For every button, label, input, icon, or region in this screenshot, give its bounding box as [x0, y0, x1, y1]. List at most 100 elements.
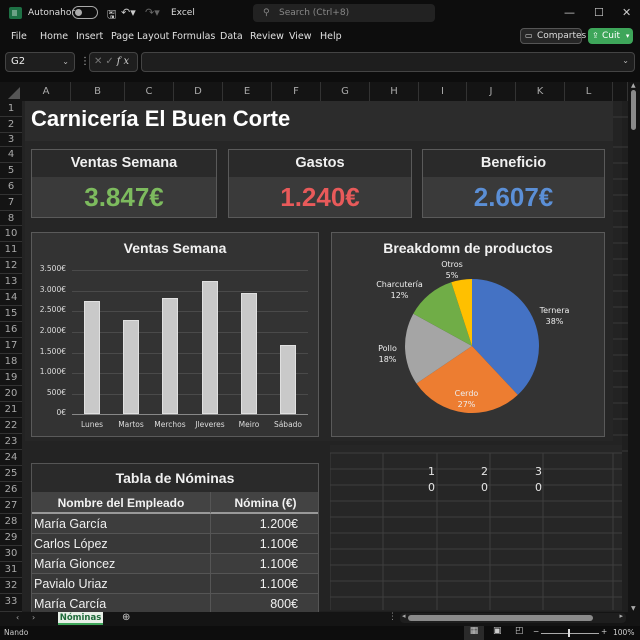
- row-header[interactable]: 33: [0, 594, 22, 612]
- row-header[interactable]: 12: [0, 258, 22, 274]
- row-header[interactable]: 31: [0, 562, 22, 578]
- column-header-a[interactable]: A: [22, 82, 71, 101]
- normal-view-icon[interactable]: ▦: [464, 626, 484, 640]
- row-header[interactable]: 8: [0, 211, 22, 226]
- scroll-down-icon[interactable]: ▼: [631, 605, 636, 612]
- column-header-l[interactable]: L: [565, 82, 613, 101]
- more-options-icon[interactable]: ⋮: [388, 612, 397, 622]
- undo-icon[interactable]: ↶▾: [121, 6, 136, 19]
- next-sheet-icon[interactable]: ›: [32, 613, 36, 622]
- cell-range-grid[interactable]: [330, 445, 622, 610]
- menu-formulas[interactable]: Formulas: [172, 31, 216, 42]
- menu-help[interactable]: Help: [320, 31, 342, 42]
- table-cell-name[interactable]: Pavialo Uriaz: [32, 574, 210, 594]
- zoom-out-button[interactable]: −: [533, 627, 540, 636]
- row-header[interactable]: 25: [0, 466, 22, 482]
- row-header[interactable]: 28: [0, 514, 22, 530]
- redo-icon[interactable]: ↷▾: [145, 6, 160, 19]
- sheet-tab-nominas[interactable]: Nóminas: [58, 612, 103, 625]
- zoom-slider[interactable]: [541, 633, 599, 634]
- row-header[interactable]: 26: [0, 482, 22, 498]
- row-header[interactable]: 20: [0, 386, 22, 402]
- row-header[interactable]: 17: [0, 338, 22, 354]
- share-button[interactable]: ⇪ Cuit ▾: [588, 28, 633, 44]
- menu-home[interactable]: Home: [40, 31, 69, 42]
- column-header-i[interactable]: I: [419, 82, 467, 101]
- column-header-j[interactable]: J: [467, 82, 516, 101]
- cell-i26[interactable]: 0: [428, 481, 435, 494]
- row-header[interactable]: 13: [0, 274, 22, 290]
- table-cell-salary[interactable]: 1.200€: [210, 514, 318, 534]
- table-cell-name[interactable]: Carlos López: [32, 534, 210, 554]
- column-header-m[interactable]: [613, 82, 628, 101]
- row-header[interactable]: 16: [0, 322, 22, 338]
- save-icon[interactable]: 🖫: [107, 8, 117, 21]
- row-header[interactable]: 14: [0, 290, 22, 306]
- page-break-view-icon[interactable]: ◰: [515, 626, 524, 636]
- column-header-h[interactable]: H: [370, 82, 419, 101]
- bar-meiro[interactable]: [241, 293, 257, 414]
- page-layout-view-icon[interactable]: ▣: [493, 626, 502, 636]
- row-header[interactable]: 1: [0, 101, 22, 117]
- row-header[interactable]: 18: [0, 354, 22, 370]
- row-header[interactable]: 6: [0, 179, 22, 195]
- column-header-b[interactable]: B: [71, 82, 125, 101]
- search-box[interactable]: ⚲ Search (Ctrl+8): [253, 4, 435, 22]
- bar-martos[interactable]: [123, 320, 139, 414]
- table-cell-salary[interactable]: 1.100€: [210, 534, 318, 554]
- menu-view[interactable]: View: [289, 31, 312, 42]
- autosave-toggle[interactable]: [72, 6, 98, 19]
- cell-i25[interactable]: 1: [428, 465, 435, 478]
- bar-merchos[interactable]: [162, 298, 178, 414]
- table-cell-name[interactable]: María García: [32, 514, 210, 534]
- name-box[interactable]: G2 ⌄: [5, 52, 75, 72]
- row-header[interactable]: 32: [0, 578, 22, 594]
- row-header[interactable]: 5: [0, 163, 22, 179]
- select-all-corner[interactable]: [0, 82, 22, 101]
- row-header[interactable]: 3: [0, 133, 22, 147]
- row-header[interactable]: 21: [0, 402, 22, 418]
- row-header[interactable]: 2: [0, 117, 22, 133]
- row-header[interactable]: 15: [0, 306, 22, 322]
- column-header-g[interactable]: G: [321, 82, 370, 101]
- bar-chart-weekly-sales[interactable]: Ventas Semana 3.500€ 3.000€ 2.500€ 2.000…: [31, 232, 319, 437]
- close-button[interactable]: ✕: [622, 6, 632, 19]
- vertical-scroll-thumb[interactable]: [631, 90, 636, 130]
- zoom-level[interactable]: 100%: [613, 628, 635, 637]
- comments-button[interactable]: ▭ Compartes: [520, 28, 586, 44]
- zoom-slider-thumb[interactable]: [568, 629, 570, 637]
- menu-file[interactable]: File: [11, 31, 27, 42]
- bar-lunes[interactable]: [84, 301, 100, 414]
- row-header[interactable]: 19: [0, 370, 22, 386]
- scroll-right-icon[interactable]: ▸: [619, 612, 623, 620]
- cell-j26[interactable]: 0: [481, 481, 488, 494]
- table-cell-salary[interactable]: 1.100€: [210, 554, 318, 574]
- cancel-icon[interactable]: ✕: [94, 56, 106, 67]
- row-header[interactable]: 24: [0, 450, 22, 466]
- row-header[interactable]: 11: [0, 242, 22, 258]
- row-header[interactable]: 30: [0, 546, 22, 562]
- column-header-d[interactable]: D: [174, 82, 223, 101]
- add-sheet-icon[interactable]: ⊕: [122, 612, 131, 623]
- horizontal-scroll-thumb[interactable]: [408, 615, 593, 621]
- row-header[interactable]: 7: [0, 195, 22, 211]
- insert-function-icon[interactable]: fx: [116, 56, 133, 67]
- bar-sabado[interactable]: [280, 345, 296, 414]
- zoom-in-button[interactable]: +: [601, 627, 608, 636]
- pie-chart-product-breakdown[interactable]: Breakdomn de productos Otros 5% Charcuter…: [331, 232, 605, 437]
- table-cell-name[interactable]: María Gioncez: [32, 554, 210, 574]
- scroll-up-icon[interactable]: ▲: [631, 82, 636, 89]
- column-header-k[interactable]: K: [516, 82, 565, 101]
- formula-input[interactable]: ⌄: [141, 52, 635, 72]
- bar-jleveres[interactable]: [202, 281, 218, 414]
- cell-k26[interactable]: 0: [535, 481, 542, 494]
- row-header[interactable]: 10: [0, 226, 22, 242]
- column-header-f[interactable]: F: [272, 82, 321, 101]
- vertical-scrollbar[interactable]: ▲ ▼: [628, 82, 640, 612]
- prev-sheet-icon[interactable]: ‹: [16, 613, 20, 622]
- menu-page-layout[interactable]: Page Layout: [111, 31, 170, 42]
- cell-j25[interactable]: 2: [481, 465, 488, 478]
- table-cell-salary[interactable]: 800€: [210, 594, 318, 612]
- expand-formula-icon[interactable]: ⌄: [622, 56, 629, 65]
- row-header[interactable]: 27: [0, 498, 22, 514]
